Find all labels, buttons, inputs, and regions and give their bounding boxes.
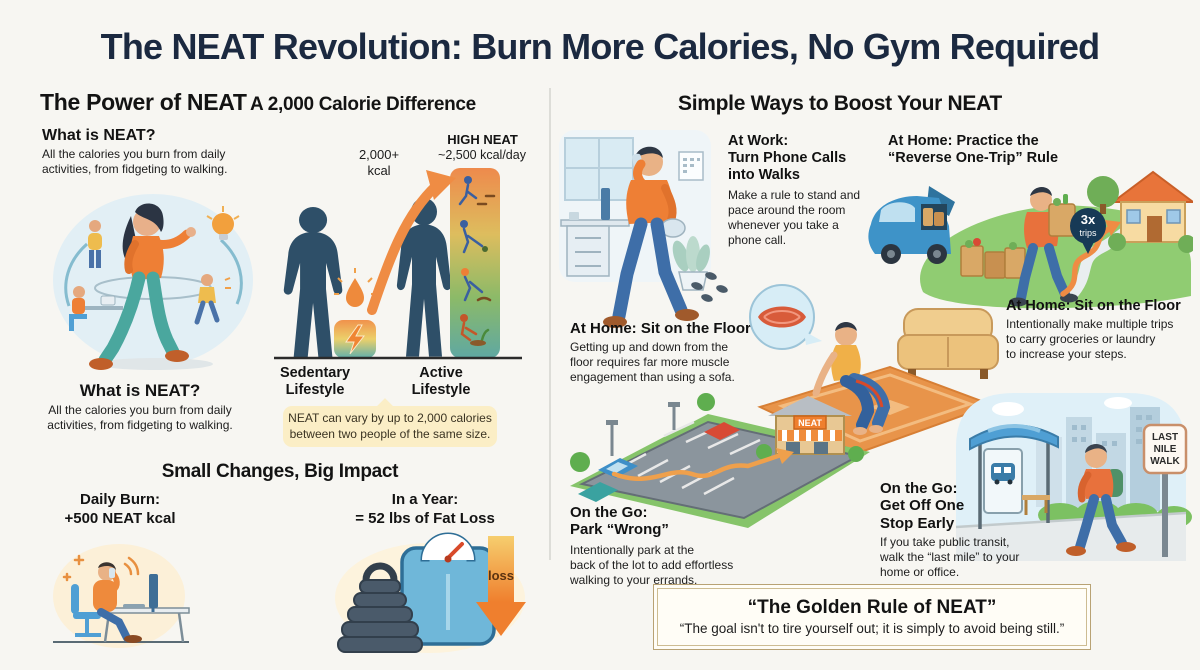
loss-arrow-icon: loss xyxy=(476,536,526,636)
sofa-icon xyxy=(897,308,999,379)
lightning-bolt-icon xyxy=(345,324,366,355)
grocery-bags-icon xyxy=(960,238,1026,279)
phone-desk-illustration xyxy=(53,544,190,648)
cycle-arrow-icon xyxy=(219,238,243,305)
car-trunk-icon xyxy=(868,186,955,264)
bus-shelter-icon xyxy=(969,424,1059,529)
office-walk-illustration xyxy=(559,130,728,328)
standing-figure-icon xyxy=(88,220,102,268)
tree-icon xyxy=(1087,176,1119,208)
svg-text:LAST: LAST xyxy=(1152,432,1178,443)
multi-trips-body: Intentionally make multiple trips to car… xyxy=(1006,317,1174,361)
parking-lot-illustration: NEAT xyxy=(570,393,870,528)
at-work-body: Make a rule to stand and pace around the… xyxy=(728,188,861,247)
fat-loss-illustration: loss xyxy=(335,532,526,653)
digging-icon xyxy=(461,268,492,302)
daily-burn-label: Daily Burn: +500 NEAT kcal xyxy=(64,491,176,527)
active-label: Active Lifestyle xyxy=(411,365,471,399)
small-changes-heading: Small Changes, Big Impact xyxy=(161,461,399,482)
multi-trips-title: At Home: Sit on the Floor xyxy=(1006,298,1181,314)
sedentary-vs-active-chart xyxy=(274,168,522,360)
trips-badge: 3x trips xyxy=(1070,208,1106,254)
sit-floor-body: Getting up and down from the floor requi… xyxy=(570,340,735,384)
house-icon xyxy=(1108,170,1193,253)
footprints-icon xyxy=(691,272,728,302)
high-neat-bar xyxy=(450,168,500,358)
walking-figure-icon xyxy=(194,274,231,325)
loss-label: loss xyxy=(488,568,514,583)
stop-early-title: On the Go: Get Off One Stop Early xyxy=(880,480,965,532)
arrow-kcal-label: 2,000+ kcal xyxy=(358,147,400,178)
red-car-icon xyxy=(704,422,740,440)
reverse-trip-title: At Home: Practice the “Reverse One-Trip”… xyxy=(888,133,1059,166)
last-mile-sign: LAST NILE WALK xyxy=(1142,423,1188,557)
what-is-neat-title: What is NEAT? xyxy=(42,127,156,144)
stop-early-body: If you take public transit, walk the “la… xyxy=(880,535,1020,579)
neat-vary-callout: NEAT can vary by up to 2,000 calories be… xyxy=(283,406,497,448)
office-chair-icon xyxy=(71,584,101,637)
high-neat-value: ~2,500 kcal/day xyxy=(438,148,526,162)
cycle-arrow-icon xyxy=(64,242,88,307)
park-wrong-body: Intentionally park at the back of the lo… xyxy=(570,543,734,587)
tree-icon xyxy=(697,393,715,411)
golden-rule-body: “The goal isn't to tire yourself out; it… xyxy=(679,620,1065,636)
weight-stack-icon xyxy=(337,562,423,653)
teal-car-icon xyxy=(578,482,618,502)
spark-icons xyxy=(62,554,140,582)
man-on-phone xyxy=(603,146,699,328)
muscle-zoom-icon xyxy=(749,284,822,350)
lightbulb-icon xyxy=(206,206,240,240)
plant-icon xyxy=(672,236,710,291)
store-sign-label: NEAT xyxy=(798,418,822,428)
stair-climb-icon xyxy=(458,176,496,206)
rising-arrow-icon xyxy=(367,170,456,315)
park-wrong-title: On the Go: Park “Wrong” xyxy=(570,504,669,539)
sitting-man xyxy=(812,322,891,435)
sedentary-silhouette xyxy=(283,207,343,358)
what-is-neat-body-2: All the calories you burn from daily act… xyxy=(47,403,233,432)
bathroom-scale-icon xyxy=(400,532,496,646)
svg-text:NILE: NILE xyxy=(1154,444,1177,455)
reverse-trip-illustration: 3x trips xyxy=(868,170,1193,309)
woman-figure xyxy=(89,203,196,370)
what-is-neat-body: All the calories you burn from daily act… xyxy=(42,147,228,176)
sit-floor-title: At Home: Sit on the Floor xyxy=(570,320,751,337)
page-title: The NEAT Revolution: Burn More Calories,… xyxy=(100,26,1100,67)
walking-woman-illustration xyxy=(53,194,253,370)
mowing-icon xyxy=(460,220,488,254)
section-divider xyxy=(549,88,551,560)
carrying-person xyxy=(1009,187,1078,307)
muscle-highlight xyxy=(855,379,884,408)
monitor-icon xyxy=(123,574,158,612)
tree-icon xyxy=(570,452,590,472)
golden-rule-box: “The Golden Rule of NEAT” “The goal isn'… xyxy=(653,584,1091,650)
svg-text:trips: trips xyxy=(1079,228,1097,238)
store-icon: NEAT xyxy=(756,396,864,462)
power-of-neat-heading: The Power of NEAT xyxy=(40,89,247,115)
svg-text:3x: 3x xyxy=(1081,212,1096,227)
boost-heading: Simple Ways to Boost Your NEAT xyxy=(678,92,1002,115)
what-is-neat-title-2: What is NEAT? xyxy=(79,381,201,400)
route-arrow-icon xyxy=(611,448,794,481)
sitting-person xyxy=(93,562,142,643)
light-pole-icon xyxy=(606,402,680,456)
bus-icon xyxy=(991,463,1015,485)
svg-text:WALK: WALK xyxy=(1150,456,1180,467)
high-neat-label: HIGH NEAT xyxy=(447,132,518,147)
transit-walker xyxy=(1066,444,1136,556)
in-a-year-label: In a Year: = 52 lbs of Fat Loss xyxy=(355,491,495,527)
golden-rule-title: “The Golden Rule of NEAT” xyxy=(747,596,997,618)
sedentary-label: Sedentary Lifestyle xyxy=(279,365,351,399)
at-work-title: At Work: Turn Phone Calls into Walks xyxy=(728,133,847,183)
bus-stop-illustration: LAST NILE WALK xyxy=(955,393,1192,561)
calorie-difference-heading: A 2,000 Calorie Difference xyxy=(250,94,476,115)
office-desk xyxy=(560,188,630,277)
calendar-icon xyxy=(678,151,704,181)
gardening-icon xyxy=(460,314,490,346)
desk-figure-icon xyxy=(69,286,123,331)
sit-floor-illustration xyxy=(749,284,999,455)
